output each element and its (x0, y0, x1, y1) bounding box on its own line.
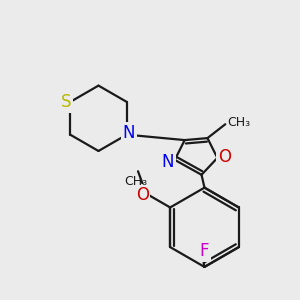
Text: F: F (200, 242, 209, 260)
Text: N: N (162, 153, 174, 171)
Text: O: O (136, 186, 149, 204)
Text: CH₃: CH₃ (124, 175, 148, 188)
Text: O: O (218, 148, 231, 166)
Text: CH₃: CH₃ (227, 116, 250, 129)
Text: N: N (122, 124, 135, 142)
Text: S: S (61, 93, 71, 111)
